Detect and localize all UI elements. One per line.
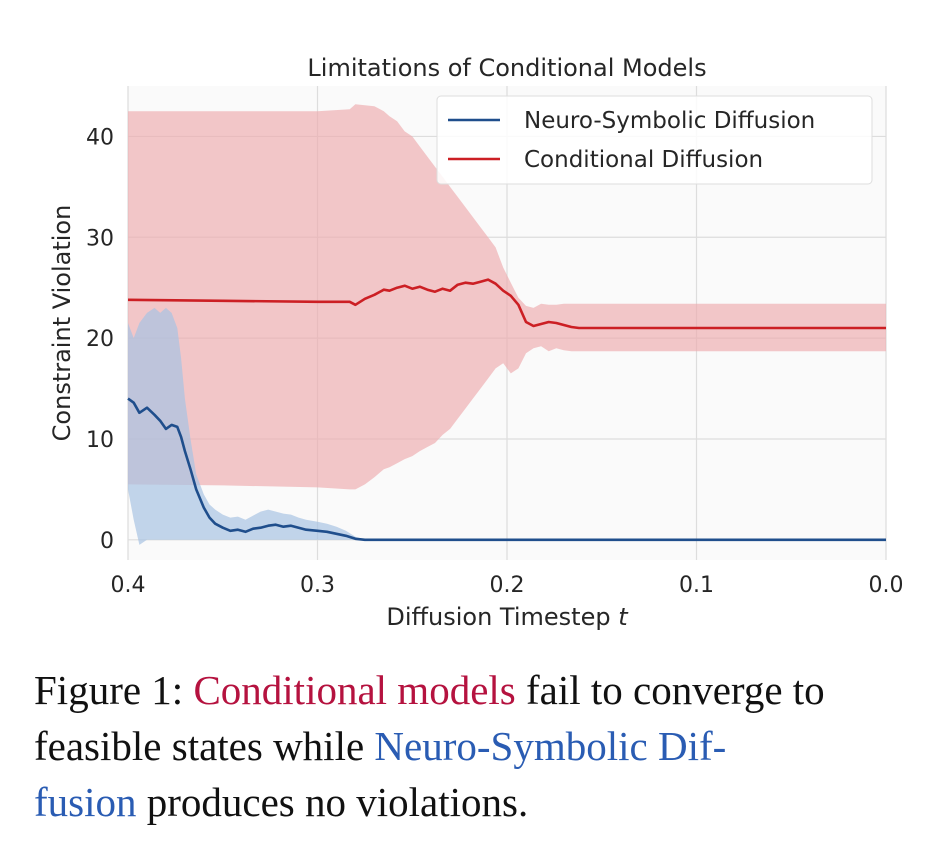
legend-label-neuro-symbolic: Neuro-Symbolic Diffusion <box>524 108 815 134</box>
chart: 0.4 0.3 0.2 0.1 0.0 0 10 20 30 40 Limitations of … <box>48 54 904 631</box>
band-conditional <box>128 104 886 490</box>
y-tick-label: 40 <box>86 125 114 150</box>
y-axis-label: Constraint Violation <box>48 205 76 442</box>
line-conditional <box>127 278 886 330</box>
caption-neuro-symbolic-part2: fusion <box>34 779 137 825</box>
band-neuro-symbolic <box>128 307 886 545</box>
series-lines <box>127 278 886 542</box>
confidence-bands <box>128 104 886 545</box>
tick-labels: 0.4 0.3 0.2 0.1 0.0 0 10 20 30 40 <box>86 125 904 598</box>
legend: Neuro-Symbolic Diffusion Conditional Dif… <box>436 95 873 185</box>
x-tick-label: 0.1 <box>679 573 714 598</box>
x-tick-label: 0.2 <box>490 573 525 598</box>
chart-title: Limitations of Conditional Models <box>307 54 706 82</box>
y-tick-label: 0 <box>100 529 114 554</box>
y-tick-label: 20 <box>86 327 114 352</box>
x-tick-label: 0.3 <box>300 573 335 598</box>
y-tick-label: 30 <box>86 226 114 251</box>
line-neuro-symbolic <box>127 397 886 542</box>
x-axis-label-variable: t <box>618 603 629 631</box>
x-tick-label: 0.0 <box>869 573 904 598</box>
y-tick-label: 10 <box>86 428 114 453</box>
caption-suffix: produces no violations. <box>136 779 529 825</box>
legend-label-conditional: Conditional Diffusion <box>524 147 763 173</box>
caption-prefix: Figure 1: <box>34 667 194 713</box>
caption-middle: fail to converge to feasible states whil… <box>34 667 825 769</box>
caption-neuro-symbolic-part1: Neuro-Symbolic Dif- <box>374 723 727 769</box>
caption-conditional-models: Conditional models <box>193 667 516 713</box>
x-axis-label: Diffusion Timestep t <box>386 603 629 631</box>
x-axis-label-text: Diffusion Timestep <box>386 603 610 631</box>
figure-caption: Figure 1: Conditional models fail to con… <box>34 662 930 830</box>
legend-box <box>436 95 873 185</box>
x-tick-label: 0.4 <box>111 573 146 598</box>
